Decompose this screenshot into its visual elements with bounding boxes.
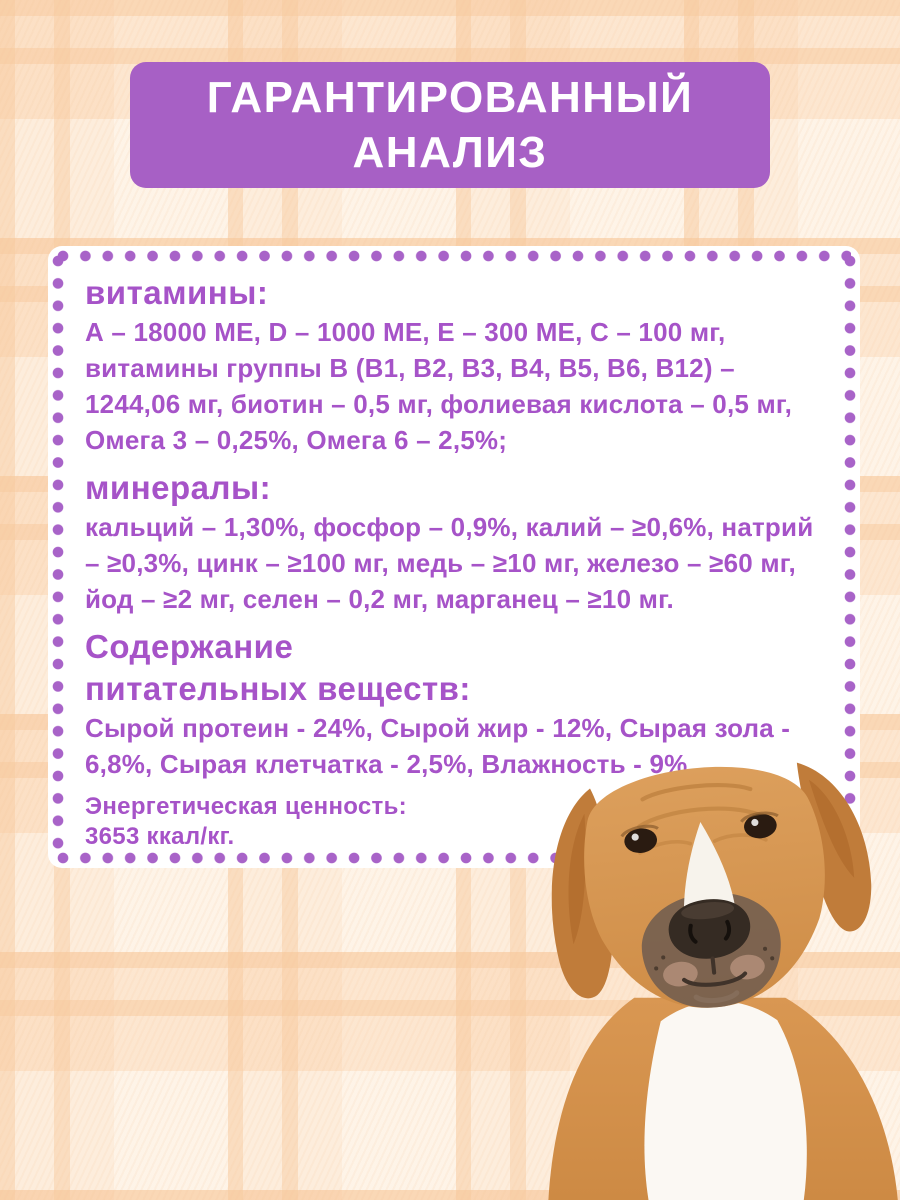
dotted-border-left (52, 255, 64, 859)
vitamins-heading: витамины: (85, 274, 269, 311)
vitamins-body: А – 18000 МЕ, D – 1000 МЕ, Е – 300 МЕ, С… (85, 317, 793, 455)
dotted-border-right (844, 255, 856, 859)
minerals-heading: минералы: (85, 469, 272, 506)
energy-block: Энергетическая ценность: 3653 ккал/кг. (85, 792, 830, 852)
card-content: витамины: А – 18000 МЕ, D – 1000 МЕ, Е –… (48, 246, 860, 852)
section-vitamins: витамины: А – 18000 МЕ, D – 1000 МЕ, Е –… (85, 272, 830, 458)
minerals-body: кальций – 1,30%, фосфор – 0,9%, калий – … (85, 512, 814, 614)
dog-eye-left (624, 828, 657, 853)
nutrients-body: Сырой протеин - 24%, Сырой жир - 12%, Сы… (85, 713, 791, 779)
puppy-photo (548, 762, 898, 1200)
energy-label: Энергетическая ценность: (85, 793, 407, 820)
title-banner: ГАРАНТИРОВАННЫЙ АНАЛИЗ (130, 62, 770, 188)
page-title: ГАРАНТИРОВАННЫЙ АНАЛИЗ (206, 73, 694, 177)
section-minerals: минералы: кальций – 1,30%, фосфор – 0,9%… (85, 467, 830, 617)
dog-chest (644, 1001, 807, 1200)
dog-eye-right (744, 813, 777, 839)
nutrients-heading: Содержание питательных веществ: (85, 628, 471, 707)
dotted-border-top (57, 250, 851, 262)
section-nutrients: Содержание питательных веществ: Сырой пр… (85, 626, 830, 782)
analysis-card: витамины: А – 18000 МЕ, D – 1000 МЕ, Е –… (48, 246, 860, 868)
dog-blaze (683, 822, 735, 911)
energy-value: 3653 ккал/кг. (85, 823, 235, 850)
